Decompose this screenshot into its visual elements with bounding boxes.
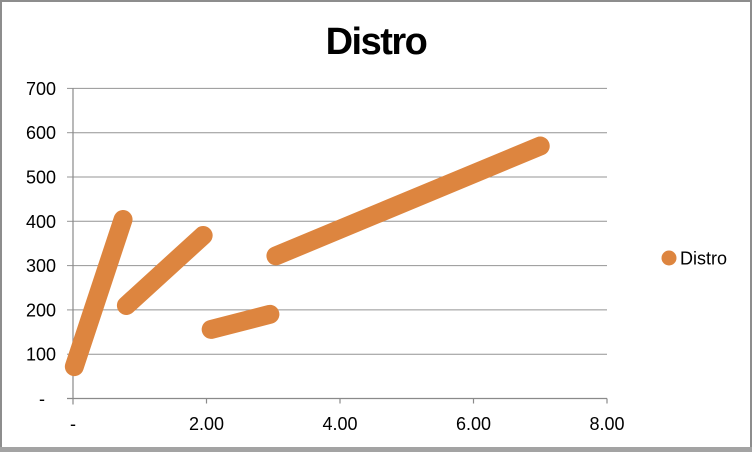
- border-top: [0, 0, 752, 2]
- legend-marker-icon: [661, 250, 677, 266]
- x-tick-label: 6.00: [456, 414, 491, 434]
- border-left: [0, 0, 2, 452]
- series-segment[interactable]: [116, 225, 213, 315]
- y-tick-label: -: [39, 389, 45, 409]
- x-axis-labels: - 2.00 4.00 6.00 8.00: [70, 414, 625, 434]
- x-tick-label: -: [70, 414, 76, 434]
- border-bottom: [0, 447, 752, 452]
- x-tick-label: 4.00: [322, 414, 357, 434]
- series-segment[interactable]: [64, 210, 133, 377]
- x-tick-label: 8.00: [589, 414, 624, 434]
- border-right: [750, 0, 752, 452]
- y-tick-label: 400: [26, 212, 56, 232]
- y-tick-label: 200: [26, 300, 56, 320]
- series-distro[interactable]: [64, 136, 550, 377]
- y-tick-label: 300: [26, 256, 56, 276]
- x-tick-label: 2.00: [189, 414, 224, 434]
- chart-title[interactable]: Distro: [326, 21, 429, 63]
- legend[interactable]: Distro: [661, 249, 728, 269]
- y-axis-labels: - 100 200 300 400 500 600 700: [26, 79, 56, 409]
- series-segment[interactable]: [266, 136, 550, 266]
- plot-gridlines: [67, 87, 607, 399]
- y-tick-label: 700: [26, 79, 56, 99]
- y-tick-label: 100: [26, 345, 56, 365]
- legend-label: Distro: [680, 249, 727, 269]
- y-tick-label: 500: [26, 168, 56, 188]
- y-tick-label: 600: [26, 123, 56, 143]
- series-segment[interactable]: [201, 304, 280, 339]
